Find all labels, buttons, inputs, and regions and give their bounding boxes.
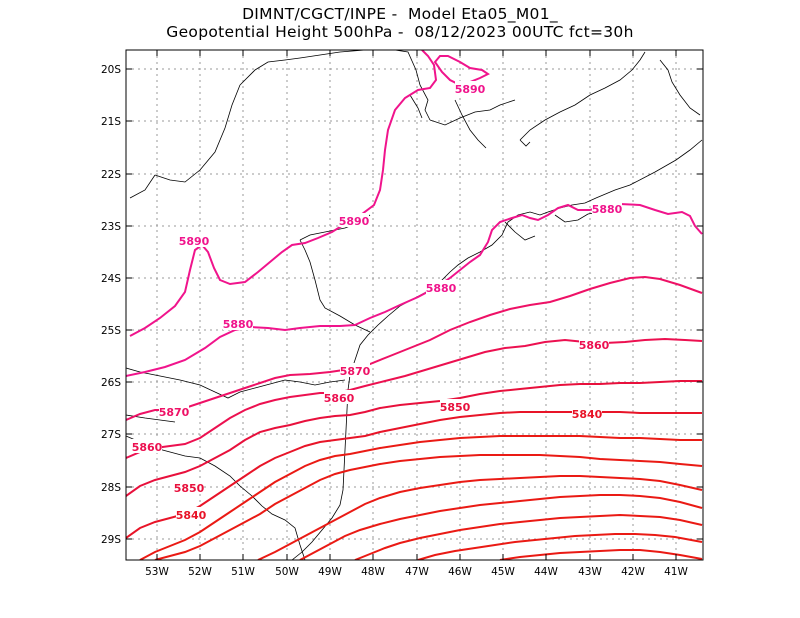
contour-label-5880: 5880 — [592, 203, 623, 216]
contour-label-5880: 5880 — [223, 318, 254, 331]
country-border-1 — [126, 435, 306, 560]
contour-5880 — [126, 202, 703, 377]
river-2 — [409, 94, 423, 119]
contour-label-5840: 5840 — [572, 408, 603, 421]
contour-label-bg — [340, 363, 370, 377]
contour-label-5890: 5890 — [455, 83, 486, 96]
gridlines — [126, 50, 703, 560]
lat-tick-label: 23S — [101, 221, 121, 233]
lat-tick-label: 24S — [101, 273, 121, 285]
river-1 — [454, 99, 487, 149]
lon-tick-label: 50W — [275, 566, 299, 578]
contour-label-bg — [159, 404, 189, 418]
contour-labels: 5890 5890 5890 5880 5880 5880 5870 5870 5860 5860… — [132, 81, 623, 522]
coastline-borders — [126, 50, 703, 560]
contour-5800 — [299, 494, 703, 560]
state-border-7 — [429, 99, 516, 126]
state-border-3 — [129, 174, 156, 199]
contour-label-5860: 5860 — [132, 441, 163, 454]
axis-ticks: 20S 21S 22S 23S 24S 25S 26S 27S 28S 29S 53W 52W 51W 5… — [101, 50, 703, 578]
state-border-6 — [126, 367, 346, 399]
state-border-8 — [519, 51, 646, 141]
contour-label-bg — [324, 390, 354, 404]
contour-5820 — [154, 454, 703, 560]
coast-bay-2 — [504, 221, 536, 241]
contour-label-5890: 5890 — [179, 235, 210, 248]
lon-tick-label: 42W — [621, 566, 645, 578]
contour-label-5860: 5860 — [579, 339, 610, 352]
title-line-1: DIMNT/CGCT/INPE - Model Eta05_M01_ — [242, 5, 558, 23]
map-title: DIMNT/CGCT/INPE - Model Eta05_M01_ Geopo… — [0, 5, 800, 41]
contour-label-bg — [592, 201, 622, 215]
contour-label-bg — [579, 337, 609, 351]
contour-5810 — [257, 475, 703, 560]
contour-label-5870: 5870 — [159, 406, 190, 419]
lat-tick-label: 22S — [101, 169, 121, 181]
contour-5890-a — [129, 50, 438, 337]
lon-tick-label: 47W — [405, 566, 429, 578]
lon-tick-label: 49W — [318, 566, 342, 578]
contour-5870 — [126, 275, 703, 421]
state-border-2 — [154, 84, 241, 183]
map-frame — [125, 49, 704, 561]
lon-tick-label: 45W — [491, 566, 515, 578]
lon-tick-label: 53W — [145, 566, 169, 578]
contour-label-5890: 5890 — [339, 215, 370, 228]
lon-tick-label: 46W — [448, 566, 472, 578]
contour-label-bg — [426, 280, 456, 294]
contour-5790 — [354, 513, 703, 560]
contour-5850 — [126, 380, 702, 497]
lat-tick-label: 28S — [101, 482, 121, 494]
contour-label-5870: 5870 — [340, 365, 371, 378]
lat-tick-label: 29S — [101, 534, 121, 546]
lon-tick-label: 44W — [534, 566, 558, 578]
height-contours — [126, 50, 703, 560]
state-border-4 — [299, 239, 371, 333]
contour-label-5860: 5860 — [324, 392, 355, 405]
contour-5770 — [499, 549, 703, 560]
contour-label-bg — [179, 233, 209, 247]
lon-tick-label: 41W — [664, 566, 688, 578]
lon-tick-label: 43W — [578, 566, 602, 578]
lat-tick-label: 26S — [101, 377, 121, 389]
lon-tick-label: 48W — [361, 566, 385, 578]
lat-tick-label: 20S — [101, 64, 121, 76]
state-border-1 — [239, 50, 431, 121]
contour-5830 — [139, 435, 702, 560]
contour-label-5850: 5850 — [174, 482, 205, 495]
contour-label-bg — [339, 213, 369, 227]
contour-label-bg — [455, 81, 485, 95]
lat-tick-label: 21S — [101, 116, 121, 128]
lat-tick-label: 27S — [101, 429, 121, 441]
lat-tick-label: 25S — [101, 325, 121, 337]
island-1 — [519, 139, 531, 147]
contour-label-bg — [572, 406, 602, 420]
contour-5780 — [417, 533, 703, 560]
state-border-9 — [659, 59, 701, 116]
contour-label-bg — [174, 480, 204, 494]
contour-label-5850: 5850 — [440, 401, 471, 414]
contour-label-5880: 5880 — [426, 282, 457, 295]
contour-label-5840: 5840 — [176, 509, 207, 522]
contour-label-bg — [440, 399, 470, 413]
contour-5890-b — [433, 55, 490, 87]
lon-tick-label: 51W — [231, 566, 255, 578]
contour-label-bg — [223, 316, 253, 330]
title-line-2: Geopotential Height 500hPa - 08/12/2023 … — [166, 23, 634, 41]
contour-label-bg — [176, 507, 206, 521]
lon-tick-label: 52W — [188, 566, 212, 578]
contour-label-bg — [132, 439, 162, 453]
